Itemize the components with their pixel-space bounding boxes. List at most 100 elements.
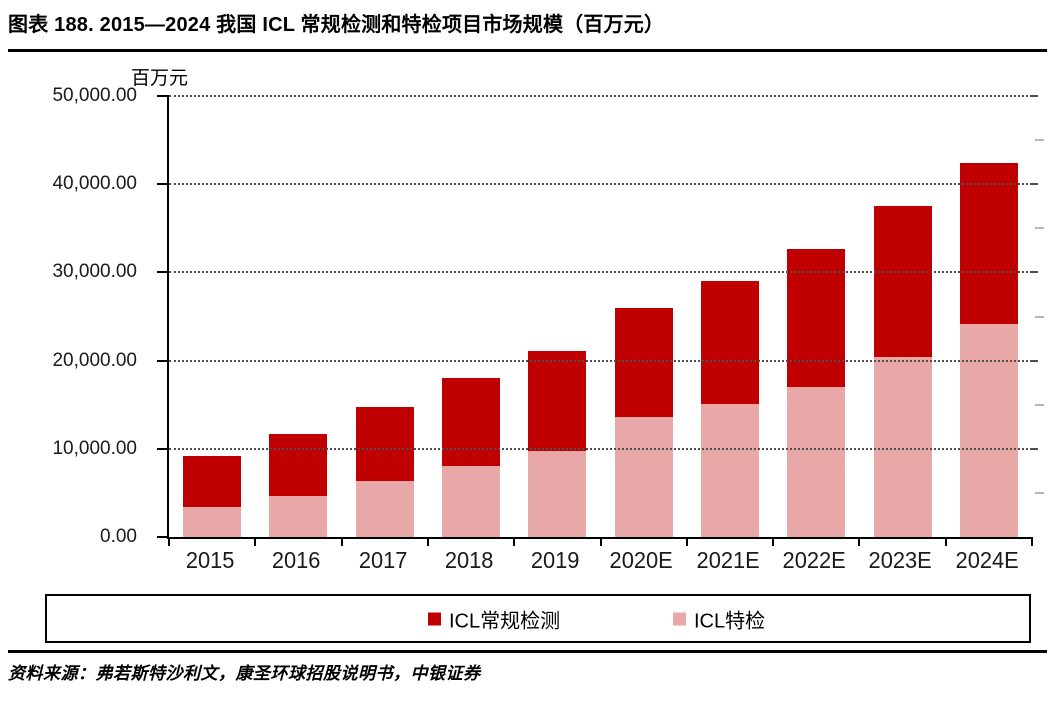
legend-label: ICL特检	[694, 610, 766, 632]
y-axis-tick	[157, 271, 169, 274]
x-tick-label: 2015	[185, 547, 235, 573]
x-axis-tick	[944, 537, 947, 546]
x-tick-label: 2024E	[955, 547, 1019, 573]
bar-segment-ICL特检	[959, 324, 1018, 537]
bar-group-2022E	[773, 96, 859, 537]
chart-title: 图表 188. 2015—2024 我国 ICL 常规检测和特检项目市场规模（百…	[8, 14, 665, 36]
x-axis-tick	[513, 537, 516, 546]
right-minor-tick	[1035, 227, 1044, 230]
source-text: 资料来源：弗若斯特沙利文，康圣环球招股说明书，中银证券	[8, 664, 481, 684]
legend-item: ICL特检	[673, 604, 765, 633]
bar-stack	[873, 206, 932, 537]
legend-box: ICL常规检测 ICL特检	[45, 594, 1031, 643]
bar-segment-ICL常规检测	[959, 163, 1018, 325]
legend-item: ICL常规检测	[428, 604, 560, 633]
bar-segment-ICL特检	[873, 357, 932, 537]
right-minor-tick	[1035, 139, 1044, 142]
y-tick-label: 40,000.00	[52, 173, 137, 195]
x-axis-tick	[858, 537, 861, 546]
bar-group-2015	[169, 96, 255, 537]
gridline-right-stub	[1032, 271, 1038, 274]
bar-segment-ICL常规检测	[700, 281, 759, 404]
bar-stack	[183, 455, 242, 537]
bar-segment-ICL常规检测	[787, 248, 846, 388]
y-tick-label: 0.00	[100, 526, 137, 547]
bar-segment-ICL特检	[442, 465, 501, 537]
bar-group-2019	[514, 96, 600, 537]
bar-group-2018	[428, 96, 514, 537]
x-tick-label: 2016	[272, 547, 321, 573]
y-axis-unit-label: 百万元	[131, 67, 189, 89]
bar-stack	[355, 407, 414, 537]
bar-stack	[442, 378, 501, 537]
x-axis-tick	[168, 537, 170, 546]
bar-stack	[528, 350, 587, 537]
gridline-right-stub	[1032, 183, 1038, 186]
bar-group-2024E	[946, 96, 1032, 537]
title-divider-line	[8, 49, 1047, 52]
x-tick-label: 2017	[358, 547, 408, 573]
bar-segment-ICL特检	[183, 507, 242, 537]
bar-segment-ICL常规检测	[528, 350, 587, 452]
gridline	[169, 447, 1032, 450]
bar-segment-ICL常规检测	[269, 433, 328, 496]
bars-row	[169, 96, 1032, 537]
y-axis-tick	[157, 447, 169, 450]
bar-stack	[959, 163, 1018, 537]
gridline	[169, 183, 1032, 186]
y-tick-label: 30,000.00	[52, 261, 137, 283]
x-axis-labels: 2015 2016 2017 2018 2019 2020E 2021E 2022E 2023E…	[167, 545, 1030, 575]
right-minor-tick	[1035, 491, 1044, 494]
bar-group-2023E	[859, 96, 945, 537]
gridline-right-stub	[1032, 447, 1038, 450]
gridline-right-stub	[1032, 359, 1038, 362]
right-minor-tick	[1035, 403, 1044, 406]
right-minor-tick	[1035, 315, 1044, 318]
x-tick-label: 2018	[444, 547, 494, 573]
x-tick-label: 2019	[531, 547, 580, 573]
bar-segment-ICL常规检测	[183, 455, 242, 508]
x-axis-tick	[599, 537, 602, 546]
bar-segment-ICL常规检测	[873, 206, 932, 358]
bar-group-2016	[255, 96, 341, 537]
bar-group-2020E	[600, 96, 686, 537]
y-axis-tick	[157, 359, 169, 362]
bar-segment-ICL常规检测	[614, 307, 673, 418]
x-tick-label: 2020E	[610, 547, 674, 573]
bar-stack	[787, 248, 846, 537]
bar-segment-ICL特检	[528, 451, 587, 537]
gridline	[169, 95, 1032, 97]
x-axis-tick	[772, 537, 775, 546]
footer-divider-line	[8, 650, 1047, 653]
gridline	[169, 359, 1032, 362]
y-axis-tick	[157, 95, 169, 97]
x-axis-tick	[426, 537, 429, 546]
y-tick-label: 50,000.00	[52, 85, 137, 106]
y-axis-labels: 50,000.00 40,000.00 30,000.00 20,000.00 10,0…	[0, 85, 137, 547]
x-axis-tick	[254, 537, 257, 546]
bar-segment-ICL常规检测	[355, 407, 414, 481]
x-axis-tick	[340, 537, 343, 546]
bar-group-2017	[342, 96, 428, 537]
bar-segment-ICL特检	[700, 403, 759, 537]
plot-area	[157, 95, 1044, 546]
bar-stack	[700, 281, 759, 537]
bar-stack	[614, 307, 673, 537]
bar-segment-ICL常规检测	[442, 378, 501, 466]
x-tick-label: 2023E	[868, 547, 933, 573]
legend-swatch	[428, 612, 441, 625]
bar-group-2021E	[687, 96, 773, 537]
x-tick-label: 2021E	[696, 547, 760, 573]
gridline-right-stub	[1032, 95, 1038, 97]
bar-segment-ICL特检	[269, 495, 328, 537]
x-tick-label: 2022E	[782, 547, 846, 573]
bar-segment-ICL特检	[787, 387, 846, 537]
gridline	[169, 271, 1032, 274]
x-axis-tick	[1031, 537, 1033, 546]
bar-segment-ICL特检	[355, 480, 414, 537]
bar-segment-ICL特检	[614, 417, 673, 537]
y-axis-tick	[157, 536, 169, 538]
x-axis-tick	[685, 537, 688, 546]
y-axis-tick	[157, 183, 169, 186]
